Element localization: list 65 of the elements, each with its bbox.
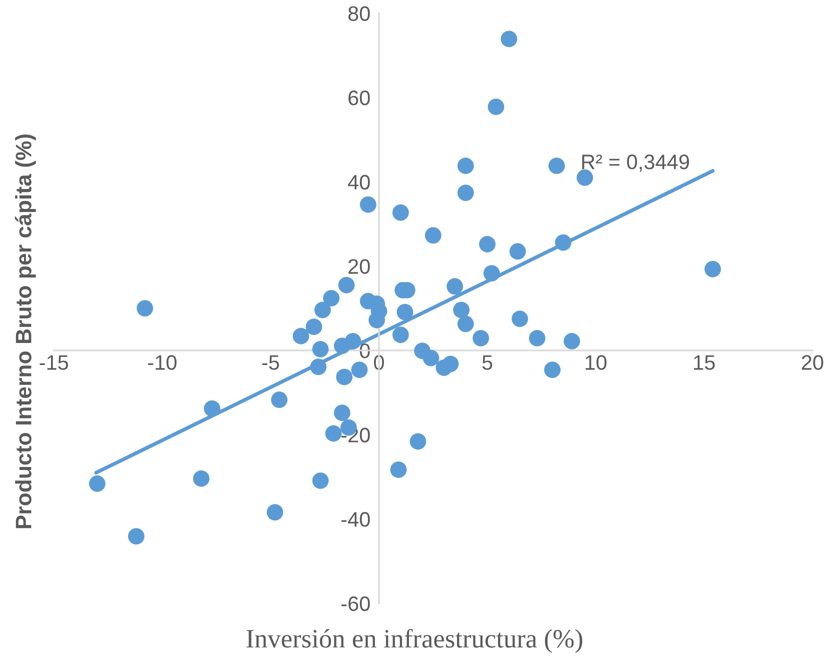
point	[442, 356, 459, 372]
x-tick-label: 20	[802, 355, 824, 370]
point	[323, 290, 340, 306]
y-tick-label: 40	[348, 174, 370, 190]
point	[544, 362, 561, 378]
x-tick-label: 10	[586, 355, 606, 370]
x-tick-label: 0	[374, 355, 384, 370]
annotation: R² = 0,3449	[582, 154, 689, 172]
point	[512, 310, 528, 328]
point	[306, 318, 322, 336]
point	[271, 392, 288, 408]
point	[500, 30, 518, 48]
point	[422, 350, 440, 366]
point	[392, 204, 409, 221]
point	[528, 330, 546, 346]
point	[334, 404, 350, 422]
y-axis-title: Producto Interno Bruto per cápita (%)	[14, 134, 36, 528]
point	[576, 169, 594, 186]
point	[136, 300, 154, 317]
point	[314, 302, 331, 318]
x-tick-label: 15	[694, 355, 715, 370]
point	[204, 400, 220, 417]
point	[457, 184, 474, 202]
x-tick-label: -5	[262, 355, 279, 370]
point	[564, 332, 580, 350]
point	[266, 504, 284, 521]
y-tick-label: 80	[348, 6, 370, 22]
point	[193, 470, 210, 487]
point	[392, 326, 409, 344]
point	[325, 425, 342, 442]
y-tick-label: -40	[341, 512, 370, 527]
point	[89, 475, 106, 492]
point	[554, 234, 572, 251]
point	[344, 332, 362, 350]
point	[488, 98, 504, 116]
point	[548, 158, 565, 174]
point	[483, 265, 500, 282]
point	[310, 358, 327, 376]
point	[704, 260, 721, 278]
x-axis-title: Inversión en infraestructura (%)	[246, 628, 582, 654]
y-tick-label: -60	[341, 596, 370, 612]
x-tick-label: -15	[40, 355, 68, 370]
point	[446, 278, 464, 295]
point	[312, 340, 329, 358]
point	[336, 368, 353, 386]
point	[410, 433, 426, 450]
point	[312, 472, 329, 489]
point	[338, 276, 355, 294]
point	[390, 462, 407, 478]
point	[424, 227, 442, 244]
point	[128, 528, 144, 545]
point	[360, 196, 376, 213]
point	[479, 236, 496, 252]
x-tick-label: 5	[482, 355, 492, 370]
point	[292, 328, 310, 344]
y-tick-label: 20	[348, 259, 370, 274]
point	[457, 158, 474, 174]
point	[396, 304, 414, 320]
y-tick-label: 60	[348, 90, 370, 106]
x-tick-label: -10	[148, 355, 176, 370]
point	[351, 362, 368, 378]
point	[472, 330, 490, 346]
point	[453, 302, 470, 318]
point	[457, 316, 474, 332]
point	[509, 243, 526, 260]
